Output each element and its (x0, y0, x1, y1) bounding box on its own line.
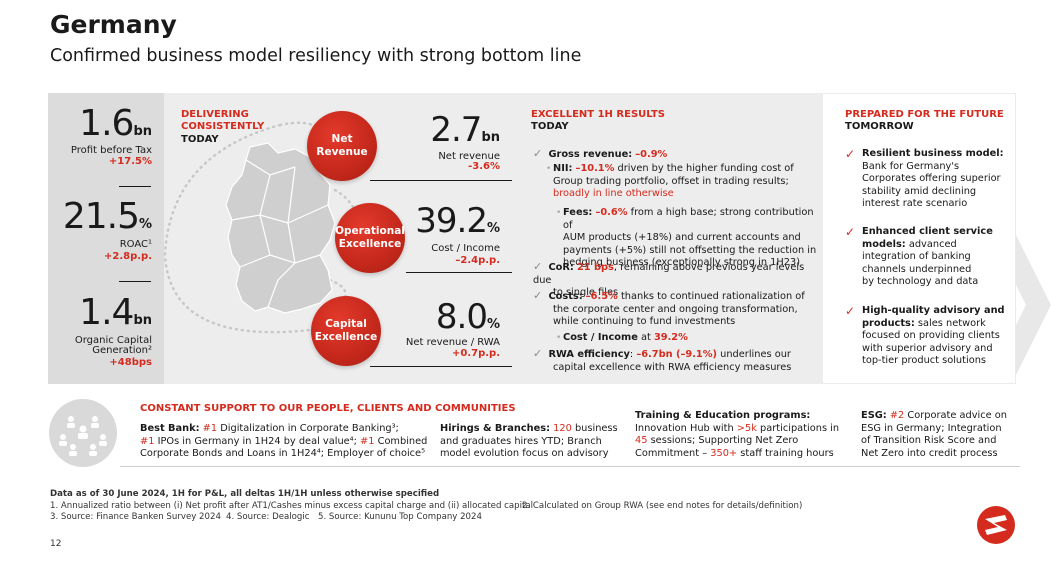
circle-net-revenue: Net Revenue (307, 111, 377, 181)
support-head: CONSTANT SUPPORT TO OUR PEOPLE, CLIENTS … (140, 403, 516, 414)
unicredit-logo-icon (977, 506, 1015, 544)
check-icon: ✓ (533, 260, 543, 273)
footnote-4: 4. Source: Dealogic (226, 512, 310, 522)
nii-item: • NII: –10.1% driven by the higher fundi… (546, 163, 794, 199)
best-bank-text: Best Bank: #1 Digitalization in Corporat… (140, 423, 428, 459)
future-item-3: ✓ High-quality advisory and products: sa… (845, 304, 1005, 366)
kpi-1-value: 1.6bn (79, 103, 152, 144)
bottom-rule (120, 466, 1020, 467)
bullet-icon: • (556, 333, 562, 343)
page-number: 12 (50, 539, 62, 549)
kpi-divider (119, 281, 151, 282)
rwa-label: Net revenue / RWA (405, 337, 500, 348)
check-icon: ✓ (533, 289, 543, 302)
footnote-3: 3. Source: Finance Banken Survey 2024 (50, 512, 221, 522)
kpi-3-delta: +48bps (109, 357, 152, 368)
cost-income-item: • Cost / Income at 39.2% (556, 332, 688, 343)
footnote-5: 5. Source: Kununu Top Company 2024 (318, 512, 482, 522)
future-item-2: ✓ Enhanced client service models: advanc… (845, 225, 993, 287)
cost-income-delta: –2.4p.p. (455, 255, 500, 266)
cost-income-line (406, 272, 512, 273)
delivering-head-1: DELIVERING (181, 109, 249, 120)
kpi-3-value: 1.4bn (79, 292, 152, 333)
cost-income-value: 39.2% (415, 201, 500, 241)
kpi-divider (119, 186, 151, 187)
future-panel (822, 93, 1016, 384)
gross-revenue-item: ✓ Gross revenue: –0.9% (533, 147, 668, 160)
net-revenue-value: 2.7bn (430, 110, 500, 150)
delivering-head-2: CONSISTENTLY (181, 121, 265, 132)
rwa-value: 8.0% (435, 297, 500, 337)
net-revenue-delta: -3.6% (468, 161, 500, 172)
footnote-2: 2. Calculated on Group RWA (see end note… (522, 501, 803, 511)
page-subtitle: Confirmed business model resiliency with… (50, 46, 582, 66)
rwa-delta: +0.7p.p. (451, 348, 500, 359)
results-sub: TODAY (531, 121, 569, 132)
rwa-line (370, 366, 512, 367)
circle-capital-excellence: Capital Excellence (311, 296, 381, 366)
esg-text: ESG: #2 Corporate advice on ESG in Germa… (861, 410, 1007, 459)
circle-operational-excellence: Operational Excellence (335, 203, 405, 273)
future-item-1: ✓ Resilient business model: Bank for Ger… (845, 147, 1004, 209)
check-icon: ✓ (533, 147, 543, 160)
net-revenue-label: Net revenue (438, 151, 500, 162)
footnote-1: 1. Annualized ratio between (i) Net prof… (50, 501, 534, 511)
check-icon: ✓ (845, 147, 856, 161)
rwa-efficiency-item: ✓ RWA efficiency: –6.7bn (–9.1%) underli… (533, 347, 792, 373)
people-network-icon (49, 399, 117, 467)
check-icon: ✓ (845, 304, 856, 318)
cost-income-label: Cost / Income (431, 243, 500, 254)
chevron-watermark-icon (991, 235, 1051, 375)
bullet-icon: • (556, 208, 562, 218)
check-icon: ✓ (533, 347, 543, 360)
bullet-icon: • (546, 164, 552, 174)
net-revenue-line (370, 180, 512, 181)
kpi-2-value: 21.5% (62, 196, 152, 237)
kpi-2-delta: +2.8p.p. (103, 251, 152, 262)
page-title: Germany (50, 10, 177, 39)
kpi-3-label-2: Generation² (92, 345, 152, 356)
kpi-3-label-1: Organic Capital (74, 335, 152, 346)
future-head: PREPARED FOR THE FUTURE (845, 109, 1004, 120)
footnote-data: Data as of 30 June 2024, 1H for P&L, all… (50, 489, 440, 499)
kpi-2-label: ROAC¹ (119, 239, 152, 250)
kpi-panel (48, 93, 164, 384)
kpi-1-delta: +17.5% (108, 156, 152, 167)
cor-item: ✓ CoR: 21 bps, remaining above previous … (533, 260, 805, 298)
delivering-sub: TODAY (181, 134, 219, 145)
costs-item: ✓ Costs: –6.5% thanks to continued ratio… (533, 289, 805, 327)
fees-item: • Fees: –0.6% from a high base; strong c… (556, 207, 817, 268)
future-sub: TOMORROW (845, 121, 914, 132)
hirings-text: Hirings & Branches: 120 business and gra… (440, 423, 618, 459)
check-icon: ✓ (845, 225, 856, 239)
training-text: Training & Education programs: Innovatio… (635, 410, 840, 459)
kpi-1-label: Profit before Tax (70, 145, 152, 156)
results-head: EXCELLENT 1H RESULTS (531, 109, 666, 120)
